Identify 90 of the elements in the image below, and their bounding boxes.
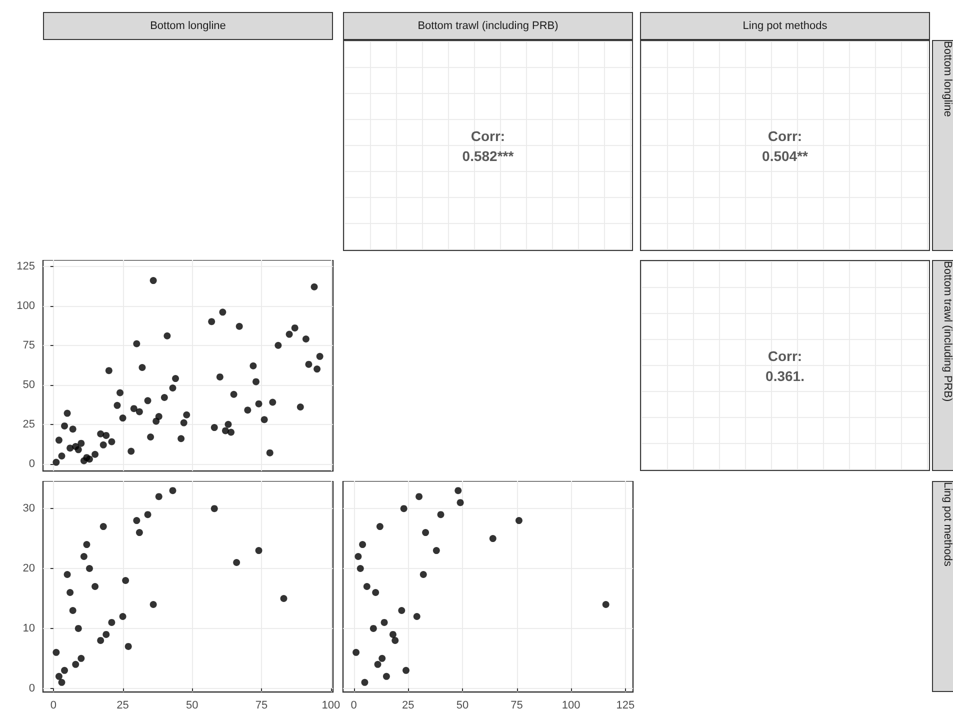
y-tick-label: 10 xyxy=(22,622,35,634)
text: 0.361. xyxy=(766,366,804,386)
point xyxy=(233,559,240,566)
point xyxy=(378,654,386,662)
point xyxy=(136,529,143,536)
point xyxy=(456,499,464,506)
text: 0.504** xyxy=(762,146,808,166)
point xyxy=(400,505,408,512)
point xyxy=(61,666,68,674)
y-tick-label: 0 xyxy=(28,458,35,470)
y-tick-label: 75 xyxy=(22,339,35,352)
y-tick-label: 100 xyxy=(16,300,35,312)
point xyxy=(66,588,74,596)
point xyxy=(280,594,288,602)
y-tick-label: 30 xyxy=(22,502,35,515)
y-tick-label: 50 xyxy=(22,378,35,391)
x-tick-label: 50 xyxy=(456,700,469,712)
point xyxy=(602,600,610,608)
point xyxy=(515,517,522,524)
point xyxy=(92,583,99,590)
point xyxy=(359,541,366,548)
text: Bottom trawl (including PRB) xyxy=(343,12,633,40)
point xyxy=(55,672,62,680)
point xyxy=(454,487,462,494)
point xyxy=(489,535,496,542)
point xyxy=(389,630,396,638)
point xyxy=(122,577,130,584)
y-tick-label: 25 xyxy=(22,418,35,430)
point xyxy=(361,678,368,686)
point xyxy=(52,648,60,656)
point xyxy=(100,523,107,530)
x-tick-label: 75 xyxy=(255,700,268,712)
point xyxy=(402,666,410,674)
x-tick-label: 50 xyxy=(186,700,198,712)
x-tick-label: 0 xyxy=(350,700,357,712)
x-tick-label: 0 xyxy=(50,700,56,712)
point xyxy=(382,672,390,680)
point xyxy=(380,618,388,626)
y-tick-label: 125 xyxy=(16,260,35,272)
point xyxy=(133,517,140,524)
point xyxy=(374,660,382,668)
point xyxy=(72,660,80,668)
x-tick-label: 100 xyxy=(322,700,340,712)
point xyxy=(80,553,88,560)
point xyxy=(437,511,444,518)
point xyxy=(97,636,104,644)
point xyxy=(363,583,370,590)
point xyxy=(210,505,218,512)
x-tick-label: 100 xyxy=(562,700,580,712)
point xyxy=(370,624,377,632)
point xyxy=(420,571,427,578)
y-tick-label: 0 xyxy=(28,682,35,694)
point xyxy=(108,618,116,626)
text: Corr: xyxy=(470,126,506,146)
point xyxy=(64,571,71,578)
point xyxy=(255,547,262,554)
x-tick-label: 25 xyxy=(116,700,129,712)
point xyxy=(58,678,66,686)
point xyxy=(372,588,380,596)
point xyxy=(144,511,152,518)
point xyxy=(413,612,420,620)
point xyxy=(398,606,406,614)
point xyxy=(78,654,85,662)
point xyxy=(422,529,430,536)
point xyxy=(416,493,423,500)
point xyxy=(392,636,399,644)
point xyxy=(83,541,90,548)
point xyxy=(150,600,157,608)
point xyxy=(124,642,132,650)
point xyxy=(354,553,362,560)
point xyxy=(356,565,364,572)
point xyxy=(432,547,440,554)
x-tick-label: 25 xyxy=(402,700,414,712)
point xyxy=(169,487,176,494)
point xyxy=(352,648,360,656)
text: 0.582*** xyxy=(462,146,514,166)
point xyxy=(155,493,162,500)
point xyxy=(119,612,126,620)
y-tick-label: 20 xyxy=(22,562,35,575)
point xyxy=(102,630,110,638)
point xyxy=(86,565,93,572)
text: Corr: xyxy=(768,346,802,366)
x-tick-label: 75 xyxy=(510,700,523,712)
point xyxy=(74,624,82,632)
point xyxy=(376,523,384,530)
point xyxy=(69,606,76,614)
text: Ling pot methods xyxy=(640,12,930,40)
text: Corr: xyxy=(768,126,802,146)
x-tick-label: 125 xyxy=(616,700,635,712)
x-axis-title: Bottom longline xyxy=(43,12,333,40)
